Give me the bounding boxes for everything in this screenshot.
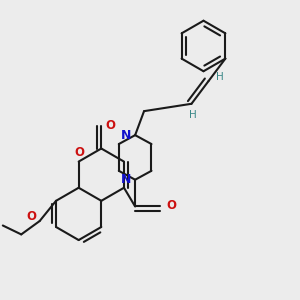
Text: H: H — [216, 72, 224, 82]
Text: O: O — [167, 199, 177, 212]
Text: O: O — [105, 119, 115, 132]
Text: N: N — [120, 129, 131, 142]
Text: N: N — [120, 173, 131, 186]
Text: H: H — [189, 110, 197, 120]
Text: O: O — [74, 146, 84, 159]
Text: O: O — [26, 210, 36, 223]
